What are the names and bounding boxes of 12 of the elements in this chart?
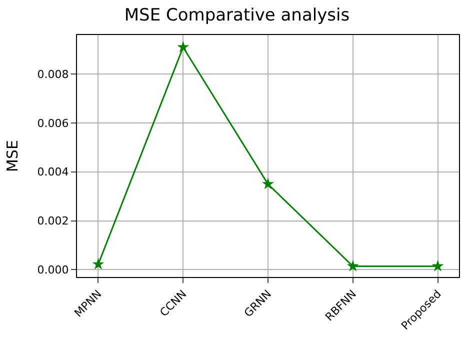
y-tick-label: 0.004: [37, 166, 69, 179]
y-tick-label: 0.008: [37, 68, 69, 81]
point: [262, 178, 274, 190]
point: [346, 260, 359, 272]
y-axis-title: MSE: [4, 140, 22, 172]
point: [92, 258, 104, 270]
y-tick-label: 0.000: [37, 264, 69, 277]
chart-title: MSE Comparative analysis: [124, 6, 350, 26]
y-tick-label: 0.002: [37, 214, 69, 228]
point: [432, 260, 444, 272]
y-tick-label: 0.006: [37, 116, 69, 130]
point: [177, 40, 190, 52]
